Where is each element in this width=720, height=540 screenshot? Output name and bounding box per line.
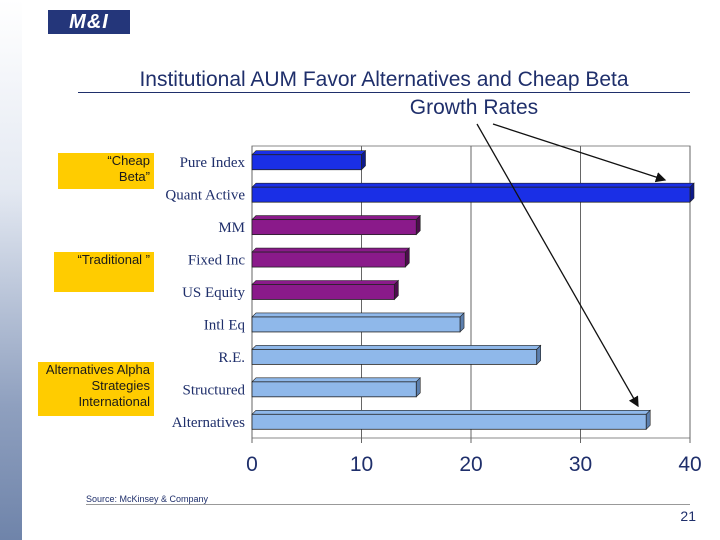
bar xyxy=(251,154,362,171)
left-decorative-band xyxy=(0,0,22,540)
bar xyxy=(251,284,395,300)
bar-top xyxy=(251,345,542,350)
x-tick-label: 20 xyxy=(459,453,482,476)
category-label: US Equity xyxy=(182,285,245,301)
source-divider xyxy=(86,504,690,505)
x-tick-label: 30 xyxy=(569,453,592,476)
bar-top xyxy=(251,377,421,383)
bar-top xyxy=(251,312,465,318)
bar xyxy=(251,381,417,398)
group-label-cheap-beta: “Cheap Beta” xyxy=(58,153,154,189)
arrow-to-quant-active xyxy=(492,123,667,183)
category-label: Quant Active xyxy=(165,188,245,204)
category-label: Intl Eq xyxy=(204,317,246,333)
bar-top xyxy=(251,182,695,188)
bar xyxy=(251,219,417,236)
company-logo: M&I xyxy=(48,10,130,34)
category-label: R.E. xyxy=(218,350,245,366)
slide-title: Institutional AUM Favor Alternatives and… xyxy=(78,66,690,122)
page-number: 21 xyxy=(680,508,696,524)
bar-top xyxy=(251,215,421,220)
category-label: Structured xyxy=(183,382,246,398)
bar xyxy=(251,316,461,333)
group-label-traditional: “Traditional ” xyxy=(54,252,154,292)
category-label: Pure Index xyxy=(180,155,246,171)
x-tick-label: 40 xyxy=(678,453,701,476)
source-note: Source: McKinsey & Company xyxy=(86,494,209,504)
x-tick-label: 0 xyxy=(246,453,258,476)
bar-top xyxy=(251,409,651,415)
group-label-alternatives: Alternatives Alpha Strategies Internatio… xyxy=(38,362,154,416)
category-label: MM xyxy=(218,220,245,236)
category-label: Fixed Inc xyxy=(188,253,245,269)
bar-top xyxy=(251,280,400,285)
bar-top xyxy=(251,247,411,253)
bar xyxy=(251,186,691,203)
bar xyxy=(251,251,406,268)
category-label: Alternatives xyxy=(172,415,245,431)
title-line-1: Institutional AUM Favor Alternatives and… xyxy=(139,68,629,91)
arrow-to-alternatives xyxy=(476,123,639,408)
x-tick-label: 10 xyxy=(350,453,373,476)
bar-top xyxy=(251,150,367,156)
title-line-2: Growth Rates xyxy=(409,96,539,119)
bar xyxy=(251,413,647,430)
title-underline xyxy=(78,92,690,93)
bar xyxy=(251,348,538,365)
